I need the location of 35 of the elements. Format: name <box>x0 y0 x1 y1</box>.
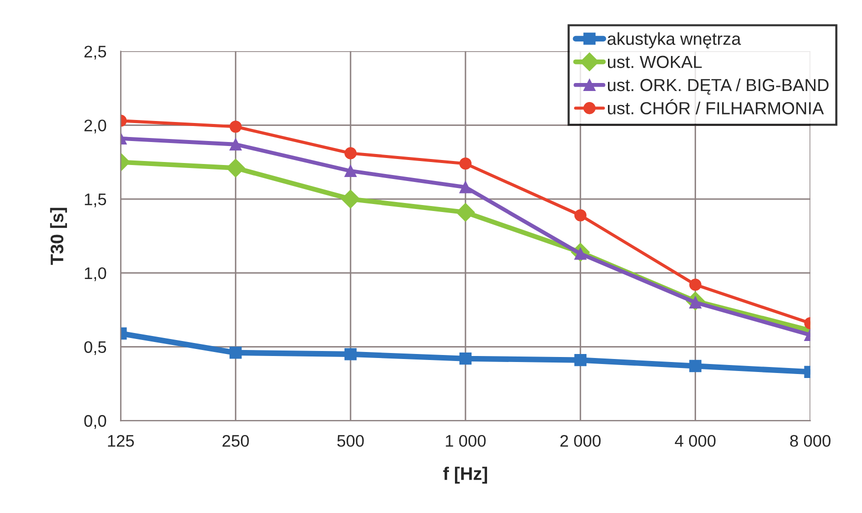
legend-label: ust. CHÓR / FILHARMONIA <box>608 99 824 114</box>
legend-label: akustyka wnętrza <box>608 32 741 48</box>
x-tick-label: 1 000 <box>446 434 486 447</box>
x-tick-label: 8 000 <box>790 434 830 447</box>
point <box>226 158 245 178</box>
x-tick-label: 500 <box>337 434 364 447</box>
point <box>689 278 702 291</box>
x-tick-label: 250 <box>222 434 249 447</box>
point <box>344 348 357 360</box>
point <box>341 190 360 208</box>
y-tick-label: 0,5 <box>84 341 106 355</box>
point <box>459 181 472 194</box>
y-tick-label: 1,0 <box>84 267 106 282</box>
point <box>459 158 472 170</box>
legend-label: ust. ORK. DĘTA / BIG-BAND <box>608 78 829 95</box>
x-tick-label: 125 <box>108 434 134 447</box>
point <box>230 120 242 133</box>
y-tick-label: 2,5 <box>84 46 106 60</box>
point <box>574 354 586 366</box>
point <box>689 360 702 372</box>
y-tick-label: 2,0 <box>84 120 106 134</box>
y-axis-title: T30 [s] <box>50 208 67 265</box>
point <box>574 209 586 222</box>
point <box>230 138 242 150</box>
x-tick-label: 2 000 <box>560 434 601 447</box>
point <box>344 147 357 160</box>
y-tick-label: 0,0 <box>84 415 106 429</box>
point <box>230 346 242 359</box>
point <box>456 202 475 222</box>
x-tick-label: 4 000 <box>674 434 716 447</box>
legend-label: ust. WOKAL <box>608 56 702 68</box>
point <box>459 352 472 365</box>
point <box>344 164 357 178</box>
x-axis-title: f [Hz] <box>443 466 488 484</box>
y-tick-label: 1,5 <box>84 194 106 208</box>
